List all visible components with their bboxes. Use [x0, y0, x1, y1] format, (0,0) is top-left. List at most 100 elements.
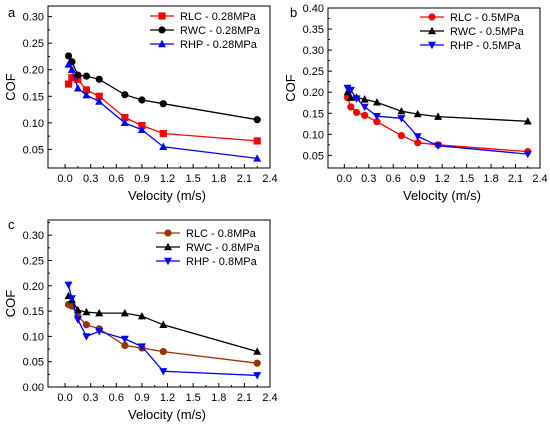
data-point: [373, 118, 381, 126]
x-tick-label: 2.4: [262, 392, 277, 404]
data-point: [343, 84, 352, 93]
data-point: [434, 142, 443, 150]
x-tick-label: 1.5: [186, 173, 201, 185]
x-tick-label: 0.6: [386, 173, 401, 185]
y-tick-label: 0.15: [23, 91, 44, 103]
legend-marker: [428, 26, 436, 35]
data-point: [120, 118, 129, 127]
data-point: [159, 142, 168, 150]
data-point: [138, 121, 146, 130]
x-tick-label: 2.4: [532, 173, 547, 185]
data-point: [523, 150, 532, 159]
data-point: [253, 154, 262, 162]
y-tick-label: 0.10: [23, 331, 44, 343]
x-tick-label: 0.9: [134, 173, 149, 185]
data-point: [360, 103, 369, 112]
legend-marker: [158, 12, 166, 20]
data-point: [137, 343, 146, 351]
x-tick-label: 1.8: [211, 173, 226, 185]
x-tick-label: 0.0: [337, 173, 352, 185]
y-tick-label: 0.20: [23, 281, 44, 293]
y-tick-label: 0.15: [303, 108, 324, 120]
x-tick-label: 1.2: [160, 392, 175, 404]
y-tick-label: 0.25: [23, 38, 44, 50]
legend-marker: [428, 41, 436, 50]
data-point: [95, 308, 104, 317]
data-point: [64, 52, 73, 60]
data-point: [372, 98, 381, 106]
legend-label: RWC - 0.5MPa: [450, 26, 525, 38]
data-point: [372, 113, 381, 121]
y-tick-label: 0.05: [303, 150, 324, 162]
y-tick-label: 0.25: [23, 255, 44, 267]
data-point: [121, 113, 129, 122]
legend: RLC - 0.5MPa RWC - 0.5MPa RHP - 0.5MPa: [420, 12, 525, 52]
data-point: [73, 84, 82, 92]
legend-marker: [164, 242, 172, 251]
data-point: [95, 328, 104, 336]
data-point: [361, 111, 369, 119]
data-point: [347, 103, 355, 111]
x-tick-label: 1.5: [186, 392, 201, 404]
data-point: [159, 100, 167, 108]
data-point: [346, 93, 355, 101]
data-point: [360, 95, 369, 103]
data-point: [159, 320, 168, 328]
y-tick-label: 0.30: [23, 12, 44, 24]
data-point: [64, 281, 73, 289]
data-point: [82, 321, 91, 329]
data-point: [82, 91, 91, 99]
x-tick-label: 1.5: [459, 173, 474, 185]
data-point: [95, 92, 103, 100]
data-point: [352, 108, 361, 117]
data-point: [120, 335, 129, 344]
data-point: [120, 308, 129, 317]
data-point: [414, 139, 422, 147]
x-tick-label: 0.3: [361, 173, 376, 185]
data-point: [523, 117, 532, 125]
y-tick-label: 0.15: [23, 306, 44, 318]
series-1: [64, 52, 261, 124]
data-point: [82, 307, 91, 316]
data-point: [253, 137, 261, 145]
y-tick-label: 0.30: [303, 45, 324, 57]
data-point: [159, 347, 167, 356]
legend: RLC - 0.28MPa RWC - 0.28MPa RHP - 0.28MPa: [150, 11, 261, 51]
y-tick-label: 0.05: [23, 357, 44, 369]
data-point: [397, 106, 406, 115]
data-point: [74, 71, 82, 79]
data-point: [64, 80, 73, 88]
x-tick-label: 0.3: [83, 173, 98, 185]
data-point: [82, 86, 91, 94]
legend-label: RHP - 0.28MPa: [180, 39, 258, 51]
chart-panel-a: a 0.0 0.3 0.6 0.9 1.2 1.5 1.8 2.1 2.4 0.05 0.10 0.15…: [3, 5, 278, 203]
x-tick-label: 0.0: [57, 392, 72, 404]
data-point: [67, 65, 76, 73]
series-0: [64, 74, 261, 145]
x-axis-title: Velocity (m/s): [403, 188, 481, 203]
legend-label: RLC - 0.28MPa: [180, 11, 257, 23]
data-point: [253, 116, 261, 124]
x-tick-label: 1.8: [211, 392, 226, 404]
chart-panel-c: c 0.0 0.3 0.6 0.9 1.2 1.5 1.8 2.1 2.4 0.00 0.05 0.10…: [3, 217, 278, 422]
legend-label: RHP - 0.8MPa: [186, 256, 258, 268]
series-2: [343, 84, 532, 159]
legend-marker: [164, 257, 172, 266]
y-tick-label: 0.00: [23, 382, 44, 394]
legend-marker: [158, 26, 166, 34]
x-tick-label: 1.8: [483, 173, 498, 185]
data-point: [64, 60, 73, 68]
y-tick-label: 0.40: [303, 3, 324, 15]
data-point: [413, 133, 422, 141]
data-point: [253, 372, 262, 380]
legend-label: RWC - 0.28MPa: [180, 25, 261, 37]
data-point: [82, 72, 91, 80]
x-tick-label: 2.1: [237, 173, 252, 185]
x-tick-label: 1.2: [160, 173, 175, 185]
data-point: [138, 96, 146, 104]
x-tick-label: 0.9: [410, 173, 425, 185]
data-point: [159, 368, 168, 376]
x-axis-title: Velocity (m/s): [128, 407, 206, 422]
legend-marker: [164, 229, 172, 237]
data-point: [73, 316, 82, 324]
